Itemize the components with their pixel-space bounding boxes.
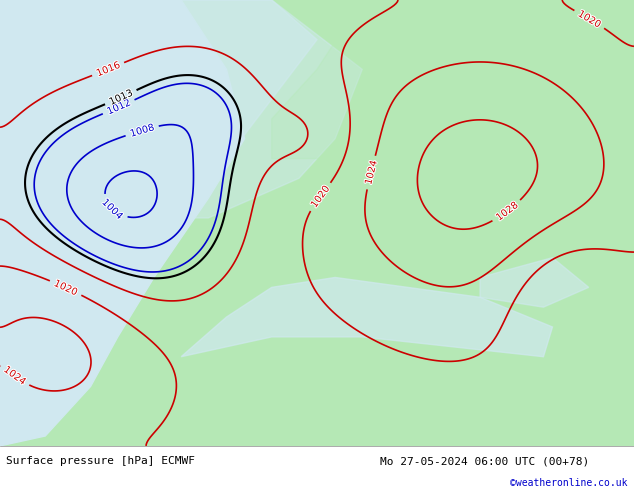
Text: Mo 27-05-2024 06:00 UTC (00+78): Mo 27-05-2024 06:00 UTC (00+78): [380, 456, 590, 466]
Polygon shape: [0, 0, 317, 357]
Text: 1016: 1016: [95, 60, 121, 78]
Text: Surface pressure [hPa] ECMWF: Surface pressure [hPa] ECMWF: [6, 456, 195, 466]
Polygon shape: [272, 0, 480, 159]
Text: 1013: 1013: [108, 88, 134, 107]
Text: 1020: 1020: [53, 278, 79, 297]
Text: ©weatheronline.co.uk: ©weatheronline.co.uk: [510, 478, 628, 489]
Text: 1028: 1028: [494, 200, 520, 222]
Polygon shape: [0, 0, 245, 446]
Polygon shape: [181, 277, 552, 357]
Polygon shape: [480, 258, 589, 307]
Text: 1008: 1008: [129, 122, 155, 139]
Text: 1020: 1020: [576, 8, 602, 29]
Text: 1024: 1024: [2, 364, 28, 387]
Text: 1004: 1004: [100, 197, 125, 221]
Polygon shape: [181, 0, 362, 218]
Text: 1012: 1012: [105, 98, 132, 117]
Text: 1020: 1020: [309, 184, 332, 210]
Text: 1024: 1024: [363, 159, 379, 186]
